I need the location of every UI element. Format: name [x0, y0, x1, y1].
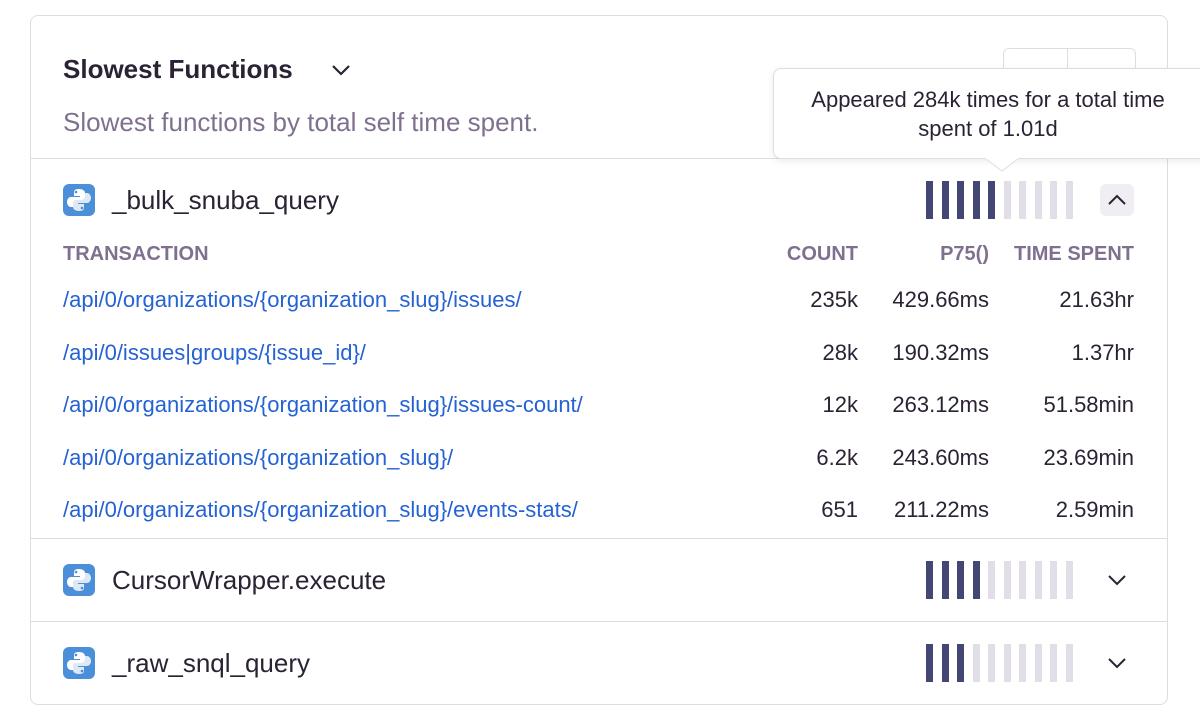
tooltip-arrow — [985, 157, 1019, 172]
weight-bar — [1034, 644, 1042, 682]
weight-bar — [941, 561, 949, 599]
column-header: TIME SPENT — [1013, 243, 1134, 265]
transaction-link[interactable]: /api/0/issues|groups/{issue_id}/ — [63, 339, 366, 365]
widget-card — [30, 15, 1168, 705]
weight-bar — [926, 181, 933, 219]
weight-bar — [957, 644, 964, 682]
time-spent-cell: 21.63hr — [1059, 287, 1134, 312]
separator — [30, 538, 1168, 539]
transaction-link[interactable]: /api/0/organizations/{organization_slug}… — [63, 392, 583, 417]
weight-bar — [1065, 561, 1073, 599]
transaction-link[interactable]: /api/0/organizations/{organization_slug}… — [63, 497, 578, 522]
column-header: COUNT — [786, 243, 858, 265]
weight-bar — [926, 644, 933, 682]
weight-bar — [972, 644, 980, 682]
weight-bar — [957, 181, 964, 219]
weight-bar — [941, 644, 949, 682]
function-name[interactable]: _bulk_snuba_query — [112, 185, 339, 215]
time-spent-cell: 23.69min — [1043, 444, 1134, 470]
weight-bar — [1050, 644, 1057, 682]
p75-cell: 263.12ms — [892, 392, 989, 417]
python-icon — [63, 647, 95, 679]
weight-bar — [1050, 561, 1057, 599]
column-header: P75() — [940, 243, 989, 265]
p75-cell: 243.60ms — [892, 444, 989, 470]
p75-cell: 429.66ms — [892, 287, 989, 312]
widget-description: Slowest functions by total self time spe… — [63, 107, 539, 137]
transaction-link[interactable]: /api/0/organizations/{organization_slug}… — [63, 287, 522, 312]
weight-bar — [972, 561, 980, 599]
weight-bar — [988, 181, 995, 219]
count-cell: 28k — [822, 339, 858, 365]
weight-bar — [988, 561, 995, 599]
column-header: TRANSACTION — [63, 243, 209, 265]
weight-bar — [972, 181, 980, 219]
weight-bar — [1019, 644, 1026, 682]
weight-bar — [1003, 644, 1011, 682]
p75-cell: 211.22ms — [894, 497, 989, 522]
weight-bar — [1003, 561, 1011, 599]
separator — [30, 621, 1168, 622]
count-cell: 6.2k — [816, 444, 858, 470]
transaction-link[interactable]: /api/0/organizations/{organization_slug}… — [63, 444, 454, 470]
title-dropdown[interactable] — [330, 62, 352, 78]
time-spent-cell: 1.37hr — [1071, 339, 1134, 365]
weight-bar — [1019, 561, 1026, 599]
weight-bar — [988, 644, 995, 682]
weight-bar — [1019, 181, 1026, 219]
time-spent-cell: 51.58min — [1043, 392, 1134, 417]
tooltip: Appeared 284k times for a total time spe… — [773, 68, 1200, 159]
function-name[interactable]: CursorWrapper.execute — [112, 565, 387, 595]
weight-bar — [1034, 561, 1042, 599]
expand-button[interactable] — [1106, 573, 1128, 587]
collapse-icon[interactable] — [1106, 193, 1128, 207]
weight-bar — [1065, 181, 1073, 219]
count-cell: 235k — [810, 287, 858, 312]
count-cell: 651 — [821, 497, 858, 522]
weight-bar — [957, 561, 964, 599]
collapse-button[interactable] — [1100, 184, 1134, 216]
separator — [30, 158, 1168, 159]
weight-bar — [1065, 644, 1073, 682]
weight-bar — [926, 561, 933, 599]
p75-cell: 190.32ms — [892, 339, 989, 365]
expand-button[interactable] — [1106, 656, 1128, 670]
python-icon — [63, 564, 95, 596]
time-spent-cell: 2.59min — [1055, 497, 1134, 522]
count-cell: 12k — [822, 392, 858, 417]
function-name[interactable]: _raw_snql_query — [112, 648, 311, 678]
python-icon — [63, 184, 95, 216]
weight-bar — [941, 181, 949, 219]
weight-bar — [1003, 181, 1011, 219]
widget-title: Slowest Functions — [63, 54, 293, 84]
weight-bar — [1050, 181, 1057, 219]
weight-bar — [1034, 181, 1042, 219]
